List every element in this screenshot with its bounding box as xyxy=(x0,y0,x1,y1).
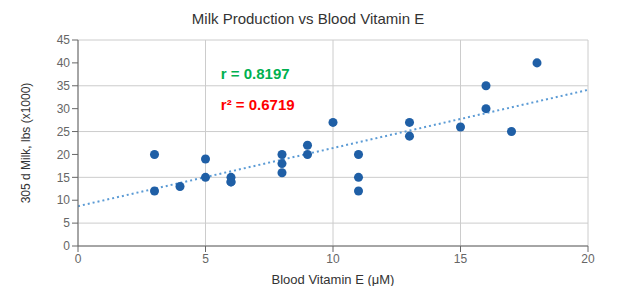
svg-text:45: 45 xyxy=(57,33,71,47)
svg-text:0: 0 xyxy=(63,239,70,253)
svg-text:Blood Vitamin E (μM): Blood Vitamin E (μM) xyxy=(272,272,395,286)
svg-text:15: 15 xyxy=(454,252,468,266)
svg-text:10: 10 xyxy=(326,252,340,266)
svg-text:25: 25 xyxy=(57,125,71,139)
svg-text:10: 10 xyxy=(57,193,71,207)
svg-text:0: 0 xyxy=(75,252,82,266)
html-text:r = 0.8197: r = 0.8197 xyxy=(220,64,290,82)
svg-text:20: 20 xyxy=(57,148,71,162)
svg-text:15: 15 xyxy=(57,171,71,185)
svg-text:5: 5 xyxy=(63,216,70,230)
svg-text:40: 40 xyxy=(57,56,71,70)
svg-text:35: 35 xyxy=(57,79,71,93)
svg-text:305 d Milk, lbs (x1000): 305 d Milk, lbs (x1000) xyxy=(19,83,33,204)
html-text:r² = 0.6719: r² = 0.6719 xyxy=(220,95,295,113)
svg-text:5: 5 xyxy=(202,252,209,266)
svg-text:20: 20 xyxy=(581,252,595,266)
html-text:Milk Production vs Blood Vitam: Milk Production vs Blood Vitamin E xyxy=(191,10,425,27)
svg-text:30: 30 xyxy=(57,102,71,116)
